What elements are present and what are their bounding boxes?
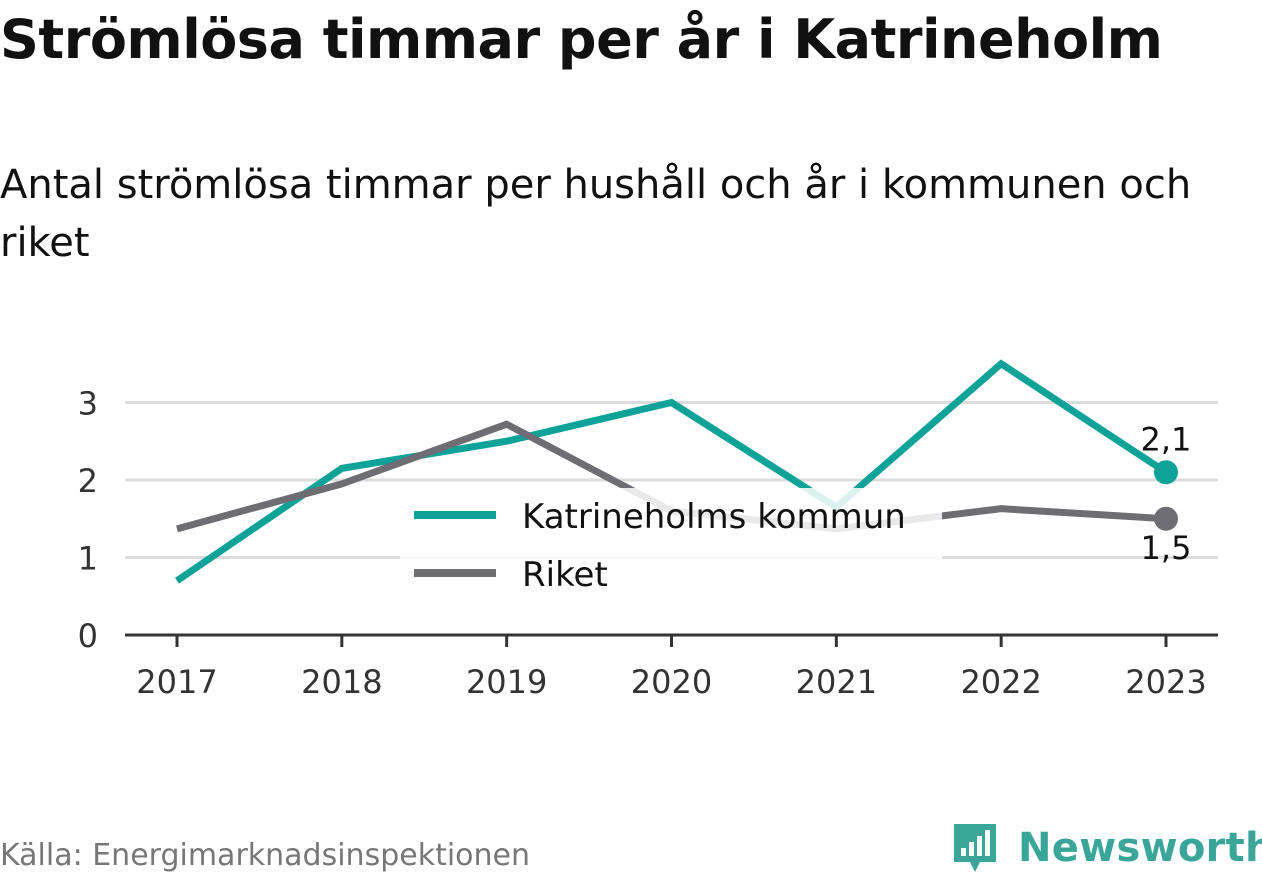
end-point-katrineholm — [1154, 460, 1178, 485]
y-tick-label-1: 1 — [78, 540, 98, 578]
x-tick-label-2018: 2018 — [301, 663, 382, 701]
x-tick-label-2021: 2021 — [796, 663, 877, 701]
line-chart: 0 1 2 3 2017 2018 2019 2020 2021 2022 2023 Katrin… — [78, 359, 1218, 701]
y-axis-ticks: 0 1 2 3 — [78, 385, 98, 656]
x-tick-label-2017: 2017 — [136, 663, 217, 701]
series-line-katrineholm — [175, 359, 1168, 584]
end-point-riket — [1154, 506, 1178, 531]
source-note: Källa: Energimarknadsinspektionen — [0, 838, 531, 873]
y-tick-label-0: 0 — [78, 617, 98, 655]
legend-background — [400, 488, 942, 596]
legend-label-katrineholm: Katrineholms kommun — [522, 497, 906, 537]
y-tick-label-3: 3 — [78, 385, 98, 423]
end-markers: 2,1 1,5 — [1141, 420, 1192, 567]
legend-label-riket: Riket — [522, 555, 608, 595]
end-label-riket: 1,5 — [1141, 529, 1192, 567]
end-label-katrineholm: 2,1 — [1141, 420, 1192, 458]
brand[interactable]: Newsworthy — [950, 818, 1262, 878]
x-tick-label-2023: 2023 — [1125, 663, 1206, 701]
chart-subtitle: Antal strömlösa timmar per hushåll och å… — [0, 162, 1192, 266]
x-axis-ticks: 2017 2018 2019 2020 2021 2022 2023 — [136, 635, 1207, 701]
x-tick-label-2019: 2019 — [466, 663, 547, 701]
legend: Katrineholms kommun Riket — [400, 488, 942, 596]
brand-name: Newsworthy — [1018, 825, 1262, 871]
chart-title: Strömlösa timmar per år i Katrineholm — [0, 8, 1163, 71]
y-tick-label-2: 2 — [78, 462, 98, 500]
x-tick-label-2022: 2022 — [960, 663, 1041, 701]
x-tick-label-2020: 2020 — [631, 663, 712, 701]
bar-chart-badge-icon — [954, 824, 996, 872]
